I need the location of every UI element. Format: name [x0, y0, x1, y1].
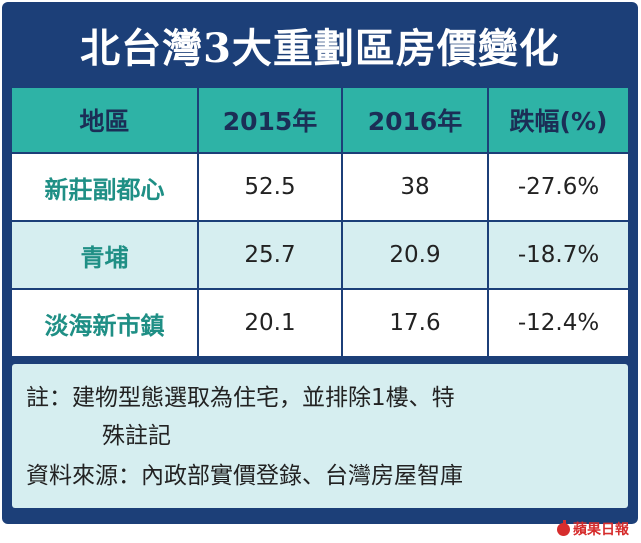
source-line: 資料來源：內政部實價登錄、台灣房屋智庫: [26, 463, 463, 489]
header-area: 地區: [12, 88, 199, 153]
cell-area: 青埔: [12, 220, 199, 289]
cell-2015: 25.7: [198, 220, 343, 289]
note-line-2: 殊註記: [102, 423, 171, 449]
header-2015: 2015年: [198, 88, 343, 153]
cell-2015: 52.5: [198, 152, 343, 221]
logo-text: 蘋果日報: [573, 522, 629, 538]
cell-2016: 20.9: [342, 220, 489, 289]
table-row: 青埔 25.7 20.9 -18.7%: [12, 220, 628, 289]
note-line-1: 註：建物型態選取為住宅，並排除1樓、特: [26, 385, 455, 411]
cell-change: -27.6%: [488, 152, 628, 221]
cell-2016: 17.6: [342, 288, 489, 356]
infographic-title: 北台灣3大重劃區房價變化: [80, 25, 560, 72]
cell-change: -12.4%: [488, 288, 628, 356]
notes-box: 註：建物型態選取為住宅，並排除1樓、特 殊註記 資料來源：內政部實價登錄、台灣房…: [12, 364, 628, 508]
table-row: 淡海新市鎮 20.1 17.6 -12.4%: [12, 288, 628, 356]
table-header-row: 地區 2015年 2016年 跌幅(%): [12, 88, 628, 153]
apple-daily-logo: 蘋果日報: [557, 519, 629, 539]
cell-2015: 20.1: [198, 288, 343, 356]
cell-change: -18.7%: [488, 220, 628, 289]
cell-area: 淡海新市鎮: [12, 288, 199, 356]
header-change: 跌幅(%): [488, 88, 628, 153]
apple-icon: [557, 519, 570, 536]
cell-area: 新莊副都心: [12, 152, 199, 221]
price-change-table: 地區 2015年 2016年 跌幅(%) 新莊副都心 52.5 38 -27.6…: [12, 88, 628, 356]
cell-2016: 38: [342, 152, 489, 221]
header-2016: 2016年: [342, 88, 489, 153]
infographic-card: 北台灣3大重劃區房價變化 地區 2015年 2016年 跌幅(%) 新莊副都心 …: [2, 2, 638, 524]
table-row: 新莊副都心 52.5 38 -27.6%: [12, 152, 628, 221]
